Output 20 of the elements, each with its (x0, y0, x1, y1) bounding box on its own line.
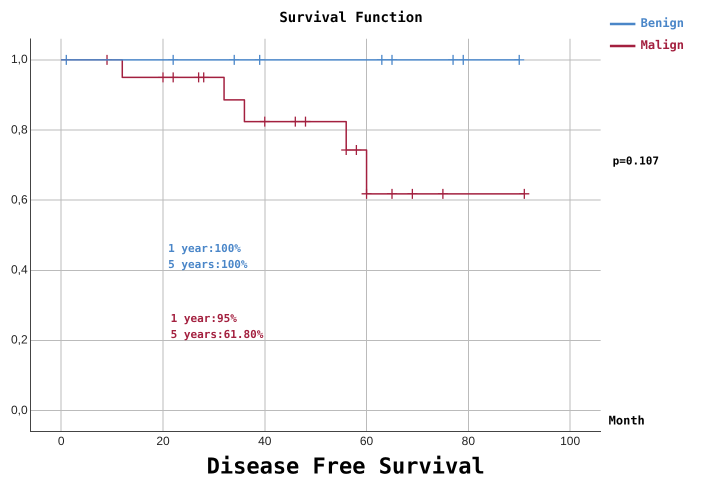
x-tick-label: 80 (462, 434, 476, 448)
x-axis-title: Month (608, 414, 645, 428)
x-tick-label: 60 (360, 434, 374, 448)
text: p=0.107 (612, 154, 660, 168)
x-tick-label: 100 (560, 434, 580, 448)
y-tick-label: 0,8 (10, 122, 28, 136)
x-tick-label: 0 (58, 434, 65, 448)
annotation: 1 year:100% 5 years:100% (168, 242, 248, 272)
y-tick-label: 1,0 (10, 52, 28, 66)
legend-label: Malign (640, 38, 684, 52)
y-tick-label: 0,6 (10, 192, 28, 206)
y-tick-label: 0,4 (10, 262, 28, 277)
text: Disease Free Survival (206, 454, 485, 480)
y-tick-label: 0,0 (10, 402, 28, 417)
annotation: 1 year:95% 5 years:61.80% (170, 312, 264, 342)
legend-label: Benign (640, 16, 684, 30)
chart-title: Survival Function (279, 10, 423, 26)
y-tick-label: 0,2 (10, 332, 28, 347)
x-tick-label: 20 (156, 434, 170, 448)
x-tick-label: 40 (258, 434, 272, 448)
